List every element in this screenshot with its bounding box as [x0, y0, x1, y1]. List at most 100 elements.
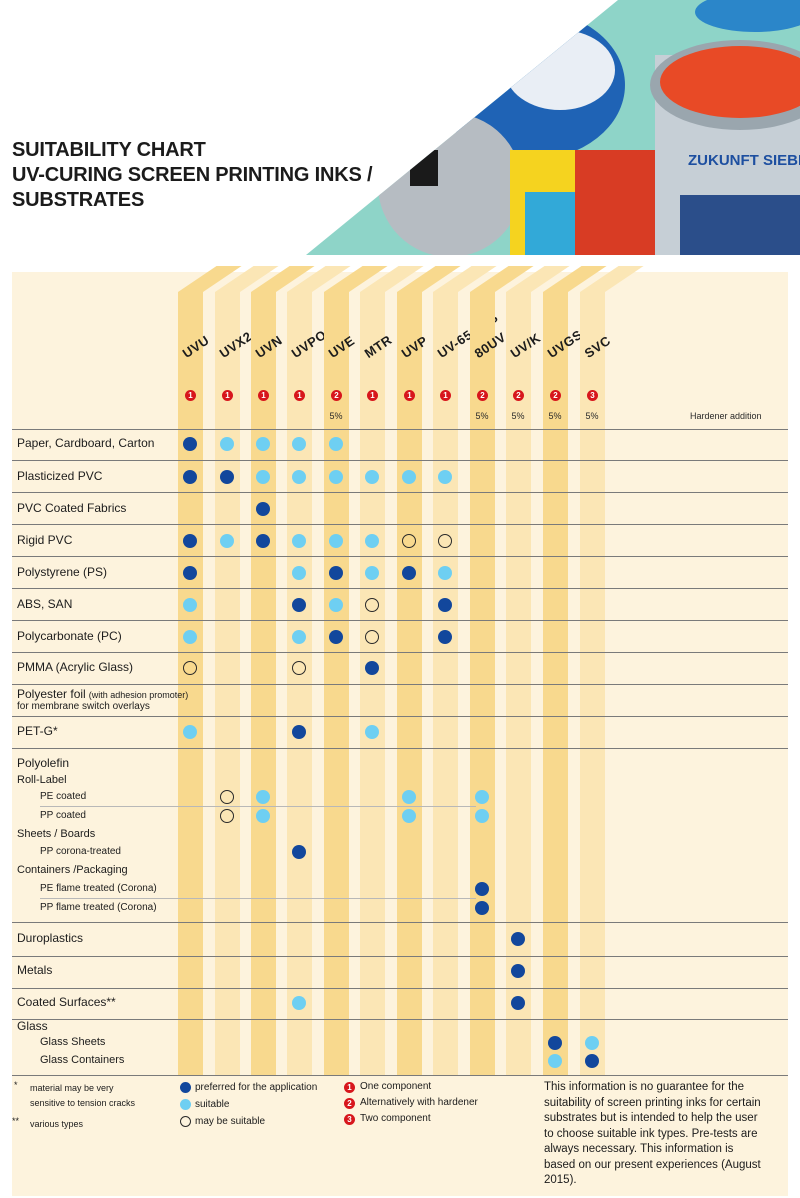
row-24-suitable-dot-col10: [548, 1054, 562, 1068]
row-divider-12: [12, 922, 788, 923]
row-9-suitable-dot-col5: [365, 725, 379, 739]
row-1-preferred-dot-col1: [220, 470, 234, 484]
hardener-pct-9: 5%: [511, 411, 525, 421]
row-divider-3: [12, 556, 788, 557]
row-13-suitable-dot-col6: [402, 809, 416, 823]
row-0-suitable-dot-col4: [329, 437, 343, 451]
row-12-suitable-dot-col2: [256, 790, 270, 804]
hardener-pct-10: 5%: [548, 411, 562, 421]
hardener-pct-11: 5%: [585, 411, 599, 421]
row-divider-11: [40, 898, 476, 899]
row-divider-13: [12, 956, 788, 957]
row-divider-7: [12, 684, 788, 685]
title-line-3: SUBSTRATES: [12, 189, 145, 211]
row-24-label: Glass Containers: [40, 1054, 125, 1066]
row-10-label: Polyolefin: [17, 756, 70, 770]
row-4-preferred-dot-col6: [402, 566, 416, 580]
header: ZUKUNFT SIEBDRUCK SUITABILITY CHART UV-C…: [0, 0, 800, 258]
row-13-suitable-dot-col8: [475, 809, 489, 823]
row-8-label-text: Polyester foil: [17, 687, 86, 701]
row-divider-0: [12, 460, 788, 461]
row-0-preferred-dot-col0: [183, 437, 197, 451]
row-1-suitable-dot-col5: [365, 470, 379, 484]
legend-component-3: Two component: [360, 1113, 431, 1124]
row-20-preferred-dot-col9: [511, 964, 525, 978]
row-4-label: Polystyrene (PS): [17, 565, 108, 579]
row-12-suitable-dot-col6: [402, 790, 416, 804]
row-23-label: Glass Sheets: [40, 1036, 106, 1048]
component-badge-3: 1: [294, 390, 305, 401]
row-1-suitable-dot-col4: [329, 470, 343, 484]
row-divider-1: [12, 492, 788, 493]
component-badge-7: 1: [440, 390, 451, 401]
row-4-preferred-dot-col4: [329, 566, 343, 580]
row-0-suitable-dot-col1: [220, 437, 234, 451]
header-photo: ZUKUNFT SIEBDRUCK: [306, 0, 800, 255]
legend-component-2-badge: 2: [344, 1098, 355, 1109]
row-8-label: Polyester foil (with adhesion promoter): [17, 687, 188, 701]
row-3-preferred-dot-col0: [183, 534, 197, 548]
row-13-label: PP coated: [40, 810, 86, 821]
row-1-label: Plasticized PVC: [17, 469, 103, 483]
component-badge-10: 2: [550, 390, 561, 401]
row-9-suitable-dot-col0: [183, 725, 197, 739]
legend-component-1: One component: [360, 1081, 432, 1092]
row-5-label: ABS, SAN: [17, 597, 73, 611]
row-0-label: Paper, Cardboard, Carton: [17, 436, 155, 450]
row-14-label: Sheets / Boards: [17, 828, 96, 840]
component-badge-6: 1: [404, 390, 415, 401]
row-6-preferred-dot-col7: [438, 630, 452, 644]
row-divider-5: [12, 620, 788, 621]
row-1-suitable-dot-col2: [256, 470, 270, 484]
row-7-may-be-suitable-dot-col0: [183, 661, 197, 675]
legend-preferred-dot: [180, 1082, 191, 1093]
row-3-suitable-dot-col1: [220, 534, 234, 548]
hardener-pct-4: 5%: [329, 411, 343, 421]
component-badge-2: 1: [258, 390, 269, 401]
row-divider-4: [12, 588, 788, 589]
row-1-suitable-dot-col7: [438, 470, 452, 484]
row-divider-14: [12, 988, 788, 989]
row-21-suitable-dot-col3: [292, 996, 306, 1010]
row-12-may-be-suitable-dot-col1: [220, 790, 234, 804]
header-divider: [12, 429, 788, 430]
hardener-pct-8: 5%: [475, 411, 489, 421]
row-5-suitable-dot-col0: [183, 598, 197, 612]
component-badge-8: 2: [477, 390, 488, 401]
row-24-preferred-dot-col11: [585, 1054, 599, 1068]
row-6-suitable-dot-col3: [292, 630, 306, 644]
row-2-preferred-dot-col2: [256, 502, 270, 516]
component-badge-4: 2: [331, 390, 342, 401]
row-4-preferred-dot-col0: [183, 566, 197, 580]
row-4-suitable-dot-col3: [292, 566, 306, 580]
row-9-preferred-dot-col3: [292, 725, 306, 739]
component-badge-0: 1: [185, 390, 196, 401]
legend-may-be: may be suitable: [195, 1116, 266, 1127]
row-11-label: Roll-Label: [17, 774, 67, 786]
title-line-2: UV-CURING SCREEN PRINTING INKS /: [12, 164, 373, 186]
row-3-preferred-dot-col2: [256, 534, 270, 548]
footnote1-line2: sensitive to tension cracks: [30, 1098, 136, 1108]
legend-preferred: preferred for the application: [195, 1082, 318, 1093]
mesh-disc: [378, 113, 522, 255]
page-title: SUITABILITY CHART UV-CURING SCREEN PRINT…: [12, 138, 373, 213]
row-5-suitable-dot-col4: [329, 598, 343, 612]
footnote1-mark: *: [14, 1080, 18, 1090]
row-8-label-note: (with adhesion promoter): [88, 690, 189, 700]
row-19-label: Duroplastics: [17, 931, 84, 945]
row-17-label: PE flame treated (Corona): [40, 883, 157, 894]
title-line-1: SUITABILITY CHART: [12, 139, 206, 161]
row-12-label: PE coated: [40, 791, 87, 802]
row-15-preferred-dot-col3: [292, 845, 306, 859]
component-badge-1: 1: [222, 390, 233, 401]
red-square: [575, 150, 665, 255]
row-8-label-line2: for membrane switch overlays: [17, 701, 150, 712]
row-17-preferred-dot-col8: [475, 882, 489, 896]
row-23-preferred-dot-col10: [548, 1036, 562, 1050]
row-21-preferred-dot-col9: [511, 996, 525, 1010]
row-13-suitable-dot-col2: [256, 809, 270, 823]
row-21-label: Coated Surfaces**: [17, 995, 116, 1009]
component-badge-5: 1: [367, 390, 378, 401]
row-divider-9: [12, 748, 788, 749]
legend-may-be-dot: [180, 1116, 191, 1127]
